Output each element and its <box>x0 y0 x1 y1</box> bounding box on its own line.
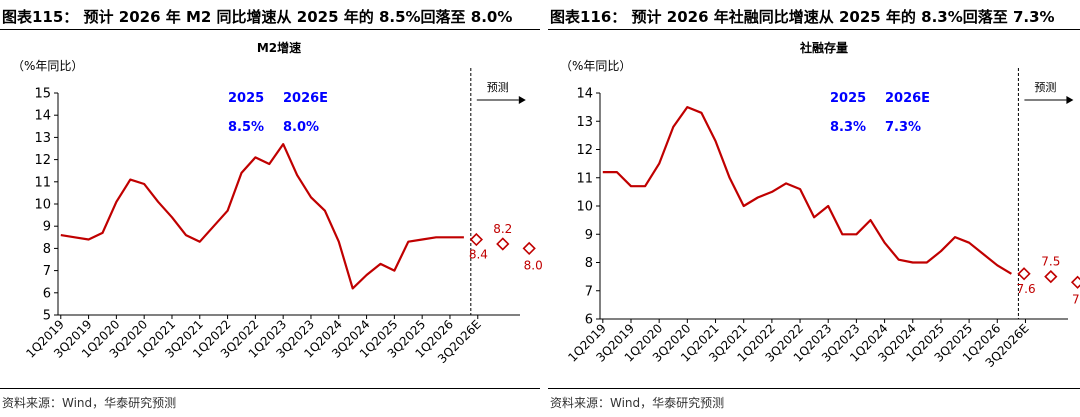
y-tick-label: 13 <box>34 131 51 146</box>
forecast-point <box>1070 275 1080 289</box>
y-tick-label: 8 <box>43 242 51 257</box>
annotation-year: 2026E <box>885 91 930 106</box>
y-tick-label: 7 <box>585 284 593 299</box>
bottom-rule <box>0 388 540 389</box>
y-tick-label: 9 <box>43 220 51 235</box>
annotation-year: 2025 <box>228 91 264 106</box>
annotation-value: 7.3% <box>885 120 921 135</box>
m2-growth-chart: M2增速（%年同比）567891011121314151Q20193Q20191… <box>12 40 543 366</box>
m2-panel: 图表115： 预计 2026 年 M2 同比增速从 2025 年的 8.5%回落… <box>0 8 543 410</box>
forecast-arrow-head <box>518 96 526 104</box>
y-tick-label: 11 <box>576 171 593 186</box>
chart-title: M2增速 <box>257 40 301 55</box>
actual-series-line <box>602 105 1012 275</box>
bottom-rule <box>548 388 1080 389</box>
y-tick-label: 11 <box>34 175 51 190</box>
y-tick-label: 6 <box>585 313 593 328</box>
forecast-point <box>469 232 484 247</box>
forecast-arrow-head <box>1066 96 1074 104</box>
y-tick-label: 5 <box>43 309 51 324</box>
y-tick-label: 12 <box>34 153 51 168</box>
y-tick-label: 9 <box>585 228 593 243</box>
y-tick-label: 12 <box>576 143 593 158</box>
social-financing-growth-chart: 社融存量（%年同比）678910111213141Q20193Q20191Q20… <box>560 40 1080 370</box>
forecast-point <box>1017 267 1031 281</box>
y-tick-label: 6 <box>43 286 51 301</box>
forecast-label: 预测 <box>1034 81 1056 94</box>
y-tick-label: 7 <box>43 264 51 279</box>
figure-title: 图表116： 预计 2026 年社融同比增速从 2025 年的 8.3%回落至 … <box>550 8 1055 26</box>
forecast-data-label: 8.0 <box>524 258 543 272</box>
y-tick-label: 10 <box>34 198 51 213</box>
forecast-point <box>1044 269 1058 284</box>
forecast-point <box>496 237 510 251</box>
chart-title: 社融存量 <box>799 40 848 55</box>
annotation-value: 8.3% <box>830 120 866 135</box>
y-tick-label: 15 <box>34 87 51 102</box>
annotation-year: 2025 <box>830 91 866 106</box>
y-tick-label: 14 <box>576 87 593 102</box>
y-tick-label: 10 <box>576 200 593 215</box>
forecast-data-label: 8.4 <box>469 248 488 262</box>
social-financing-panel: 图表116： 预计 2026 年社融同比增速从 2025 年的 8.3%回落至 … <box>548 0 1080 417</box>
source-note: 资料来源：Wind，华泰研究预测 <box>2 396 177 410</box>
y-tick-label: 8 <box>585 256 593 271</box>
source-note: 资料来源：Wind，华泰研究预测 <box>550 396 725 410</box>
annotation-value: 8.5% <box>228 120 264 135</box>
title-rule <box>0 29 540 30</box>
y-tick-label: 14 <box>34 109 51 124</box>
annotation-year: 2026E <box>283 91 328 106</box>
actual-series-line <box>60 142 464 290</box>
forecast-point <box>522 241 536 256</box>
annotation-value: 8.0% <box>283 120 319 135</box>
forecast-data-label: 7.3 <box>1072 292 1080 306</box>
figure-title: 图表115： 预计 2026 年 M2 同比增速从 2025 年的 8.5%回落… <box>2 8 513 26</box>
forecast-label: 预测 <box>487 81 509 94</box>
y-axis-label: （%年同比） <box>560 59 631 73</box>
y-tick-label: 13 <box>576 115 593 130</box>
y-axis-label: （%年同比） <box>12 59 83 73</box>
title-rule <box>548 29 1080 30</box>
forecast-data-label: 7.5 <box>1041 255 1060 269</box>
forecast-data-label: 8.2 <box>493 222 512 236</box>
forecast-data-label: 7.6 <box>1017 282 1036 296</box>
